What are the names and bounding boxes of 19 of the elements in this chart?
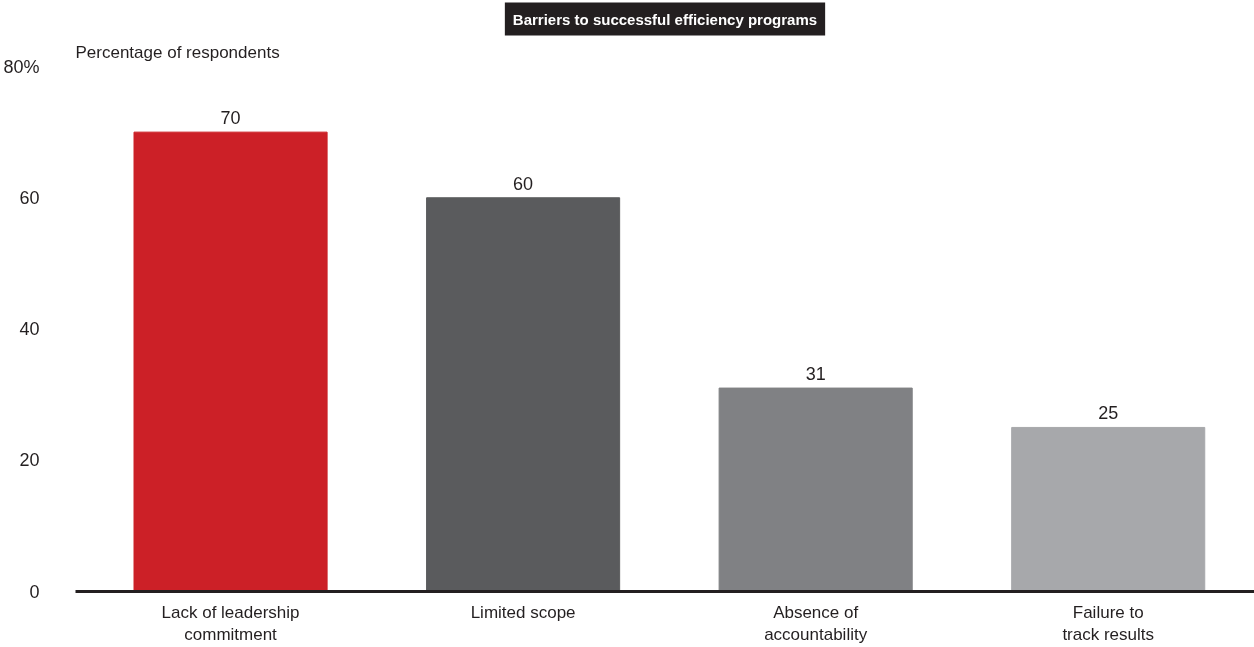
y-tick-label: 0: [29, 581, 40, 602]
data-label: 60: [513, 173, 534, 194]
y-axis-title: Percentage of respondents: [75, 42, 280, 62]
x-tick-label: Lack of leadership commitment: [161, 602, 300, 645]
y-tick-label: 80%: [3, 56, 40, 77]
chart-title: Barriers to successful efficiency programs: [512, 10, 818, 28]
y-tick-label: 20: [19, 450, 40, 471]
bar: [1011, 426, 1206, 592]
y-tick-label: 60: [19, 187, 40, 208]
y-tick-label: 40: [19, 319, 40, 339]
bar: [133, 131, 328, 592]
data-label: 70: [220, 108, 241, 129]
x-tick-label: Failure to track results: [1062, 602, 1155, 645]
bar: [718, 387, 913, 592]
x-tick-label: Limited scope: [470, 602, 576, 622]
x-tick-label: Absence of accountability: [764, 602, 868, 645]
bar: [426, 197, 621, 592]
data-label: 25: [1098, 403, 1119, 424]
data-label: 31: [805, 364, 826, 385]
